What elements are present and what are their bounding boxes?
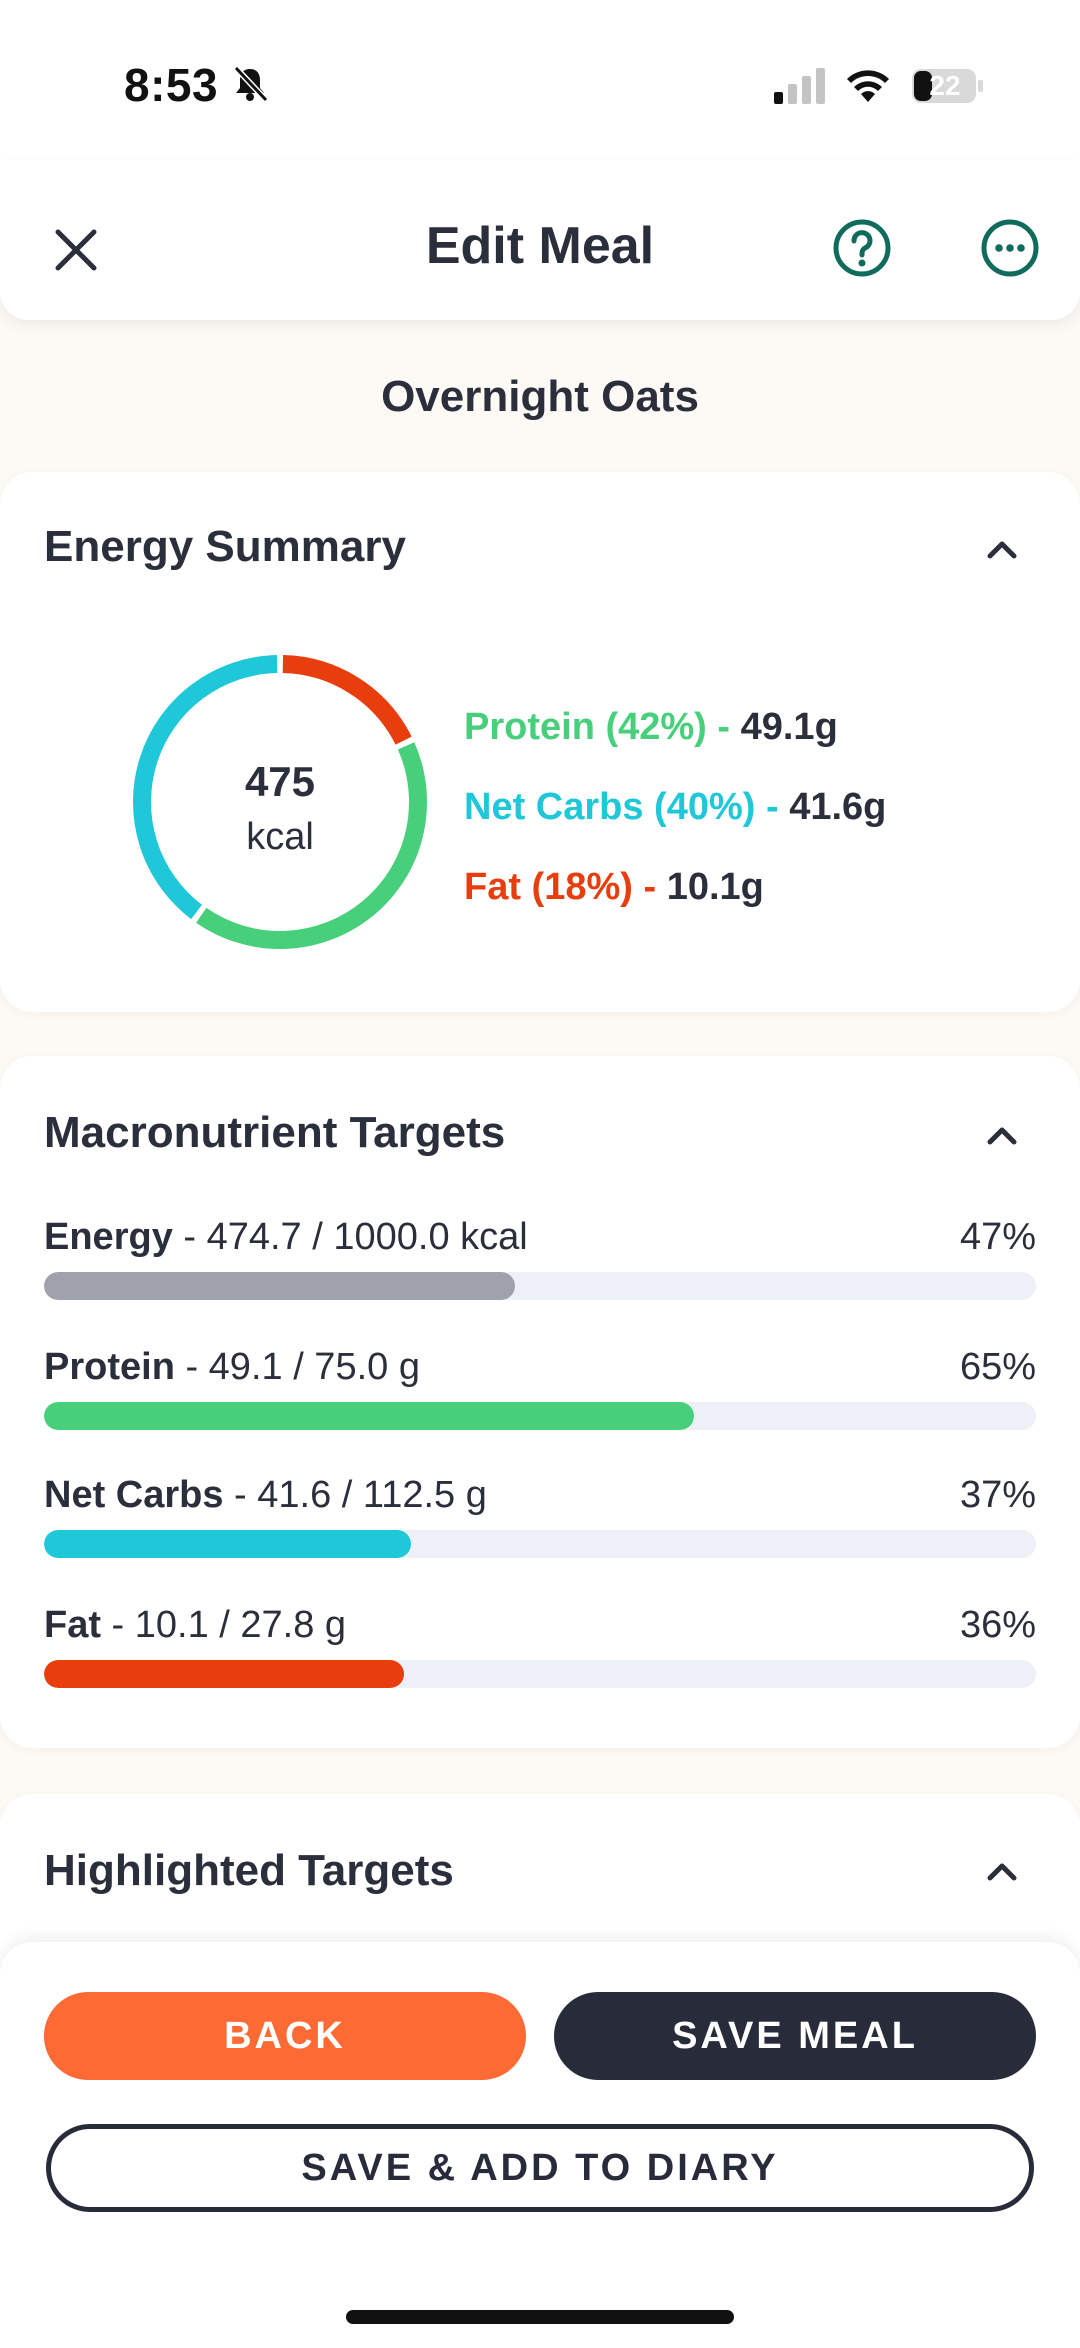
- macro-percent: 65%: [959, 1346, 1036, 1388]
- save-add-diary-button[interactable]: SAVE & ADD TO DIARY: [46, 2124, 1034, 2212]
- progress-fill: [44, 1660, 405, 1688]
- progress-track: [44, 1272, 1036, 1300]
- battery-level: 22: [929, 70, 961, 101]
- close-icon[interactable]: [48, 222, 104, 278]
- progress-track: [44, 1660, 1036, 1688]
- chevron-up-icon[interactable]: [980, 528, 1024, 572]
- legend-fat: Fat (18%) - 10.1g: [464, 866, 764, 909]
- macro-percent: 37%: [959, 1474, 1036, 1516]
- status-time: 8:53: [124, 59, 219, 111]
- battery-icon: [912, 69, 983, 103]
- legend-fat-label: Fat (18%) -: [464, 866, 667, 908]
- wifi-icon: [847, 70, 889, 102]
- macro-targets-card: Macronutrient Targets Energy - 474.7 / 1…: [0, 1056, 1080, 1748]
- energy-summary-card: Energy Summary: [0, 472, 1080, 1012]
- highlighted-targets-title: Highlighted Targets: [44, 1846, 454, 1895]
- macro-name: Net Carbs: [44, 1474, 224, 1516]
- energy-summary-title: Energy Summary: [44, 522, 406, 571]
- legend-protein-value: 49.1g: [740, 706, 838, 748]
- macro-row-protein: Protein - 49.1 / 75.0 g 65%: [44, 1346, 1036, 1446]
- legend-carbs-label: Net Carbs (40%) -: [464, 786, 790, 828]
- macro-name: Protein: [44, 1346, 175, 1388]
- more-options-icon[interactable]: [980, 218, 1040, 278]
- chevron-up-icon[interactable]: [980, 1114, 1024, 1158]
- help-icon[interactable]: [832, 218, 892, 278]
- fat-arc: [282, 655, 412, 745]
- bottom-action-bar: BACK SAVE MEAL SAVE & ADD TO DIARY: [0, 1942, 1080, 2348]
- macro-row-net-carbs: Net Carbs - 41.6 / 112.5 g 37%: [44, 1474, 1036, 1574]
- progress-fill: [44, 1402, 694, 1430]
- legend-carbs: Net Carbs (40%) - 41.6g: [464, 786, 886, 829]
- energy-donut-chart: [133, 655, 427, 949]
- carbs-arc: [133, 655, 278, 920]
- legend-fat-value: 10.1g: [666, 866, 764, 908]
- kcal-value: 475: [244, 758, 316, 805]
- page-title: Edit Meal: [425, 217, 655, 275]
- status-bar: 8:53 22: [0, 0, 1080, 160]
- macro-detail: - 474.7 / 1000.0 kcal: [172, 1216, 528, 1258]
- macro-name: Energy: [44, 1216, 173, 1258]
- progress-track: [44, 1402, 1036, 1430]
- macro-detail: - 49.1 / 75.0 g: [174, 1346, 420, 1388]
- macro-detail: - 10.1 / 27.8 g: [101, 1604, 347, 1646]
- legend-protein: Protein (42%) - 49.1g: [464, 706, 838, 749]
- macro-name: Fat: [44, 1604, 101, 1646]
- kcal-unit: kcal: [246, 816, 314, 858]
- protein-arc: [196, 742, 427, 949]
- legend-carbs-value: 41.6g: [789, 786, 887, 828]
- progress-fill: [44, 1530, 412, 1558]
- app-header: Edit Meal: [0, 160, 1080, 320]
- progress-fill: [44, 1272, 516, 1300]
- back-button[interactable]: BACK: [44, 1992, 526, 2080]
- macro-percent: 47%: [959, 1216, 1036, 1258]
- home-indicator: [346, 2310, 734, 2324]
- legend-protein-label: Protein (42%) -: [464, 706, 741, 748]
- macro-row-energy: Energy - 474.7 / 1000.0 kcal 47%: [44, 1216, 1036, 1316]
- chevron-up-icon[interactable]: [980, 1850, 1024, 1894]
- macro-row-fat: Fat - 10.1 / 27.8 g 36%: [44, 1604, 1036, 1704]
- macro-percent: 36%: [959, 1604, 1036, 1646]
- bell-slash-icon: [233, 65, 269, 103]
- cellular-signal-icon: [774, 68, 825, 104]
- progress-track: [44, 1530, 1036, 1558]
- macro-detail: - 41.6 / 112.5 g: [223, 1474, 487, 1516]
- macro-targets-title: Macronutrient Targets: [44, 1108, 506, 1157]
- save-meal-button[interactable]: SAVE MEAL: [554, 1992, 1036, 2080]
- meal-name: Overnight Oats: [381, 372, 699, 421]
